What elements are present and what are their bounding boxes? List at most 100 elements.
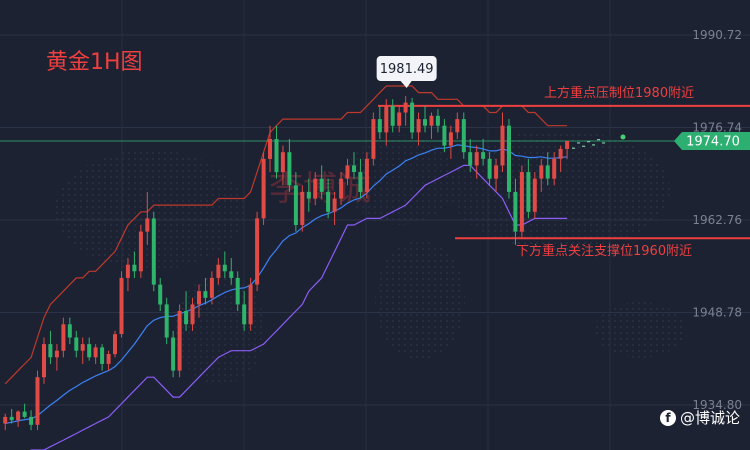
candle: [87, 337, 92, 361]
candle-body: [67, 324, 72, 338]
candle: [274, 125, 279, 179]
candle-body: [371, 119, 376, 159]
candle: [390, 99, 395, 133]
candle: [67, 317, 72, 345]
candle: [326, 178, 331, 219]
candle-body: [42, 344, 46, 378]
candle-body: [9, 416, 14, 421]
candle-body: [35, 377, 40, 425]
candle: [74, 330, 79, 358]
candle: [494, 158, 499, 192]
y-axis: 1990.72 1976.74 1962.76 1948.78 1934.80 1974.…: [674, 28, 750, 412]
y-tick-label: 1990.72: [692, 28, 742, 42]
candle: [293, 172, 298, 232]
candle-body: [539, 165, 544, 179]
candle: [151, 211, 156, 292]
candle-body: [54, 350, 59, 358]
candle: [397, 105, 402, 133]
candle: [222, 251, 227, 278]
candle: [300, 185, 305, 232]
candle-body: [119, 277, 124, 335]
current-price-tag: [674, 131, 750, 150]
candle-body: [565, 141, 570, 149]
candle: [158, 277, 163, 312]
candle-body: [358, 172, 363, 192]
candle: [364, 152, 369, 199]
candle-body: [545, 165, 550, 179]
candle: [216, 258, 221, 285]
candle-body: [416, 119, 421, 133]
candle-body: [500, 125, 505, 166]
candle: [532, 172, 537, 219]
candle-body: [229, 271, 234, 278]
candle: [42, 337, 46, 384]
candle-body: [74, 337, 79, 351]
candle-body: [164, 304, 169, 338]
candle: [403, 96, 408, 126]
candle-body: [468, 152, 473, 166]
candle-body: [403, 102, 408, 113]
peak-tooltip-box: [376, 56, 437, 82]
brand-handle[interactable]: f @博诚论: [659, 407, 740, 428]
candle: [358, 158, 363, 199]
candle-body: [158, 284, 163, 305]
candle-body: [332, 198, 337, 212]
candle-body: [106, 354, 111, 364]
candle-body: [132, 264, 137, 272]
candle-body: [280, 152, 285, 173]
candle-body: [455, 119, 460, 133]
candle-body: [552, 158, 557, 179]
candle-body: [345, 165, 350, 179]
candle: [268, 125, 272, 173]
candle: [184, 291, 189, 331]
candle-body: [29, 416, 34, 425]
facebook-icon: f: [659, 409, 676, 426]
candle-body: [306, 191, 311, 199]
candle-body: [190, 304, 195, 325]
candle: [280, 145, 285, 186]
candle-body: [313, 178, 318, 199]
candle-body: [293, 185, 298, 225]
candle: [203, 277, 208, 305]
candle: [3, 413, 8, 431]
candle: [209, 271, 214, 305]
candle-body: [113, 334, 117, 355]
current-price-label: 1974.70: [686, 134, 740, 149]
candle-body: [216, 264, 221, 278]
projection-dot: [620, 134, 626, 140]
candle-body: [261, 158, 266, 219]
candle-body: [352, 165, 356, 172]
candle: [423, 105, 427, 133]
candle: [448, 125, 453, 159]
candle: [306, 178, 311, 212]
candle: [429, 112, 434, 139]
candle-body: [222, 264, 227, 272]
annotations: 1981.49: [376, 56, 437, 89]
candle-body: [255, 218, 260, 285]
candle-body: [435, 115, 440, 126]
candle: [481, 138, 486, 166]
candle: [93, 344, 98, 364]
candle-body: [184, 311, 189, 325]
candle-body: [494, 165, 499, 179]
candle: [519, 165, 524, 239]
candle: [106, 350, 111, 371]
candle-body: [125, 264, 130, 278]
candle-body: [410, 102, 415, 133]
candle-body: [507, 125, 511, 192]
candle: [455, 112, 460, 139]
candle: [132, 251, 137, 278]
candle: [539, 158, 544, 192]
candle-body: [461, 119, 466, 153]
candle-body: [397, 112, 402, 126]
candle: [287, 138, 292, 192]
y-tick-label: 1948.78: [692, 305, 742, 319]
candle: [261, 152, 266, 225]
candle: [171, 330, 176, 378]
candle: [242, 291, 247, 331]
candle-body: [242, 304, 247, 325]
candle-body: [209, 277, 214, 298]
